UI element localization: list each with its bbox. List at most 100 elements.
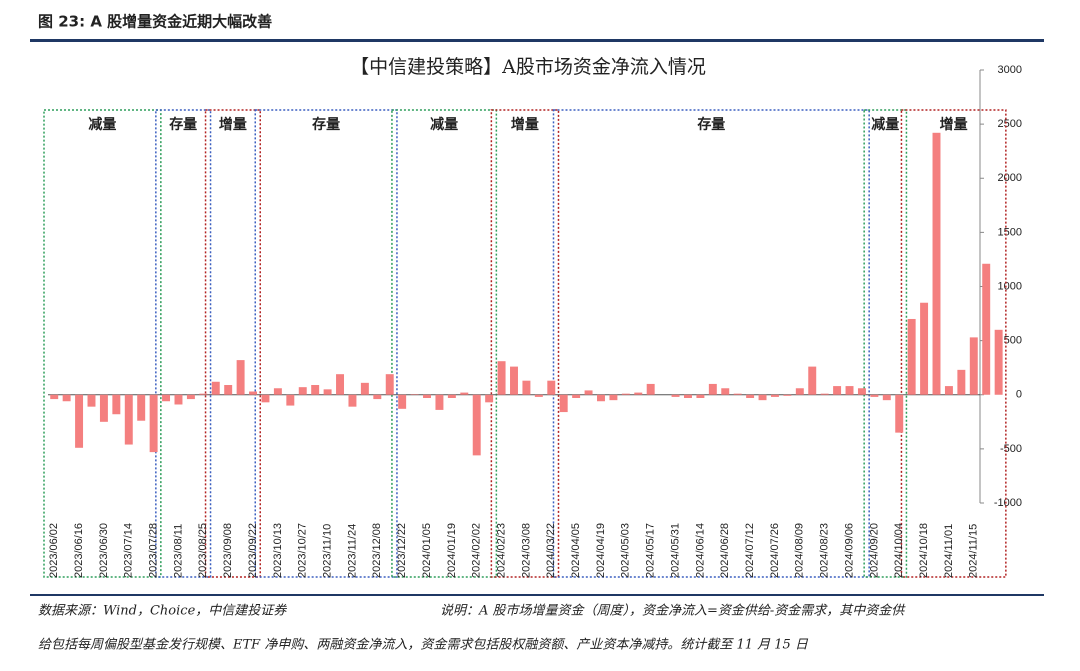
bar [895, 394, 904, 433]
annotation-label: 存量 [697, 116, 725, 133]
bar [920, 302, 929, 395]
annotation-box [155, 109, 212, 578]
bar [423, 394, 431, 398]
bar [348, 394, 357, 407]
annotation-box [490, 109, 560, 578]
x-tick-label: 2024/02/23 [495, 523, 507, 578]
x-tick-label: 2023/09/08 [222, 523, 234, 578]
bar [174, 394, 183, 405]
x-tick-label: 2024/04/05 [570, 523, 582, 578]
x-tick-label: 2024/04/19 [595, 523, 607, 578]
bar [634, 392, 643, 395]
x-tick-label: 2024/05/31 [669, 523, 681, 578]
bar [360, 382, 369, 395]
footer-rule [30, 594, 1044, 596]
x-tick-label: 2023/06/16 [73, 523, 85, 578]
annotation-label: 存量 [312, 116, 340, 133]
header-rule [30, 39, 1044, 42]
x-tick-label: 2024/02/02 [471, 523, 483, 578]
bar [249, 391, 258, 395]
bar [534, 394, 543, 397]
y-tick-label: 1000 [998, 280, 1022, 292]
x-tick-label: 2023/12/08 [371, 523, 383, 578]
bar [671, 394, 680, 397]
bar [708, 383, 717, 395]
source: 数据来源：Wind，Choice，中信建投证券 [38, 604, 287, 619]
bar [186, 394, 195, 400]
note: 说明：A 股市场增量资金（周度），资金净流入=资金供给-资金需求，其中资金供 [440, 603, 906, 619]
bar [311, 385, 320, 395]
bar [485, 394, 494, 403]
y-tick-label: 2500 [998, 118, 1022, 130]
x-tick-label: 2024/05/17 [645, 523, 657, 578]
annotation-box [43, 109, 162, 578]
bar [721, 388, 730, 395]
y-tick-label: 2000 [998, 172, 1022, 184]
annotation-box [863, 109, 908, 578]
x-tick-label: 2023/12/22 [396, 523, 408, 578]
chart-title: 【中信建投策略】A股市场资金净流入情况 [350, 56, 706, 78]
x-tick-label: 2024/11/15 [968, 524, 980, 578]
annotation-label: 增量 [219, 116, 247, 133]
bar [770, 394, 779, 397]
bar [50, 394, 59, 400]
bar [236, 360, 245, 395]
bar [224, 385, 233, 395]
x-tick-label: 2024/01/05 [421, 523, 433, 578]
bar [932, 132, 941, 395]
x-tick-label: 2023/08/11 [172, 524, 184, 578]
x-tick-label: 2024/06/28 [719, 523, 731, 578]
x-tick-label: 2023/08/25 [197, 523, 209, 578]
bar [87, 394, 96, 407]
bar [149, 394, 158, 453]
x-tick-label: 2024/11/01 [943, 524, 955, 578]
bar [435, 394, 444, 410]
bar [597, 394, 605, 402]
bar [733, 393, 742, 395]
annotation-label: 增量 [940, 116, 968, 133]
bar [994, 329, 1003, 395]
bar [646, 383, 655, 395]
x-tick-label: 2024/10/04 [893, 523, 905, 578]
x-tick-label: 2024/09/06 [843, 523, 855, 578]
y-tick-label: -500 [1000, 443, 1022, 455]
bar [497, 361, 506, 395]
bar [410, 394, 419, 395]
bar [845, 386, 854, 395]
bar [75, 394, 84, 448]
bar [870, 394, 879, 397]
bar [572, 394, 581, 398]
bar [833, 386, 842, 395]
bar [472, 394, 481, 456]
x-tick-label: 2023/11/10 [322, 524, 334, 578]
y-tick-label: 1500 [998, 226, 1022, 238]
bar [62, 394, 71, 402]
x-tick-label: 2024/07/12 [744, 523, 756, 578]
x-tick-label: 2024/07/26 [769, 523, 781, 578]
bar [373, 394, 382, 400]
bar [683, 394, 692, 398]
x-tick-label: 2023/11/24 [346, 524, 358, 578]
bar [857, 388, 866, 395]
bar [982, 263, 991, 395]
x-tick-label: 2023/06/02 [48, 523, 60, 578]
y-tick-label: -1000 [994, 497, 1022, 509]
x-tick-label: 2023/09/22 [247, 523, 259, 578]
bar [907, 318, 916, 395]
x-tick-label: 2024/01/19 [446, 523, 458, 578]
x-tick-label: 2024/08/09 [794, 523, 806, 578]
x-tick-label: 2024/08/23 [819, 523, 831, 578]
bar [323, 389, 332, 395]
annotation-label: 减量 [88, 116, 116, 133]
bar [820, 393, 829, 395]
y-tick-label: 0 [1016, 389, 1022, 401]
bar [758, 394, 767, 401]
x-tick-label: 2024/06/14 [694, 523, 706, 578]
bar [273, 388, 282, 395]
bar [795, 388, 804, 395]
bar [99, 394, 108, 422]
annotation-label: 减量 [430, 116, 458, 133]
x-tick-label: 2024/10/18 [918, 523, 930, 578]
bar [298, 387, 307, 395]
